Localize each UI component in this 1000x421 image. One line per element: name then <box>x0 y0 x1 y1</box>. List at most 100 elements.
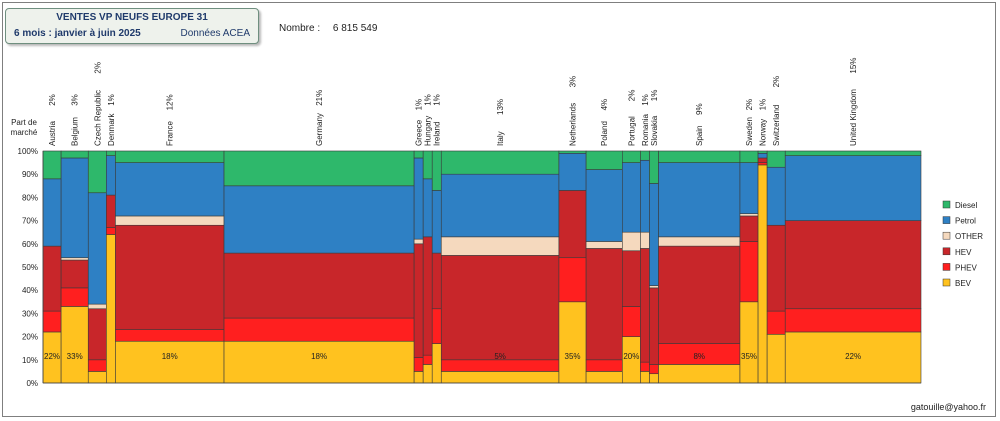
country-share-label: 3% <box>71 94 80 106</box>
segment-other <box>658 236 741 247</box>
segment-diesel <box>784 150 922 156</box>
bev-data-label: 35% <box>565 352 581 361</box>
segment-diesel <box>413 150 424 159</box>
segment-diesel <box>766 150 786 168</box>
country-share-label: 3% <box>569 76 578 88</box>
segment-petrol <box>106 155 116 196</box>
segment-hev <box>106 194 116 228</box>
country-label: Germany <box>315 113 324 146</box>
segment-hev <box>60 259 89 289</box>
y-tick-label: 30% <box>22 309 38 318</box>
segment-bev <box>413 371 424 384</box>
segment-hev <box>440 255 560 361</box>
segment-petrol <box>757 153 768 159</box>
segment-bev <box>115 340 225 384</box>
segment-petrol <box>60 157 89 259</box>
segment-bev <box>784 331 922 384</box>
segment-diesel <box>223 150 415 187</box>
segment-bev <box>431 343 442 384</box>
segment-petrol <box>440 173 560 238</box>
y-tick-label: 60% <box>22 240 38 249</box>
segment-diesel <box>558 150 587 154</box>
country-share-label: 1% <box>759 99 768 111</box>
country-share-label: 2% <box>48 94 57 106</box>
segment-diesel <box>649 150 659 184</box>
country-label: France <box>166 121 175 146</box>
segment-other <box>640 231 650 249</box>
legend-swatch <box>942 216 951 224</box>
segment-bev <box>739 301 759 384</box>
y-axis-label: Part de marché <box>11 118 38 137</box>
segment-diesel <box>431 150 442 191</box>
segment-bev <box>223 340 415 384</box>
country-label: Ireland <box>433 122 442 146</box>
segment-petrol <box>640 159 650 233</box>
segment-hev <box>431 252 442 310</box>
country-share-label: 1% <box>107 94 116 106</box>
segment-phev <box>413 357 424 372</box>
segment-phev <box>440 359 560 372</box>
segment-bev <box>106 234 116 384</box>
segment-phev <box>649 364 659 375</box>
bev-data-label: 33% <box>67 352 83 361</box>
segment-diesel <box>757 150 768 154</box>
segment-diesel <box>640 150 650 161</box>
legend-label: HEV <box>955 248 972 257</box>
country-label: Greece <box>415 119 424 146</box>
country-label: Italy <box>496 131 505 146</box>
y-tick-label: 0% <box>26 379 38 388</box>
country-share-label: 15% <box>849 58 858 74</box>
country-share-label: 1% <box>433 94 442 106</box>
country-share-label: 2% <box>627 90 636 102</box>
country-share-label: 2% <box>93 62 102 74</box>
segment-hev <box>658 245 741 344</box>
country-label: Spain <box>695 126 704 146</box>
country-label: Czech Republic <box>93 90 102 146</box>
segment-diesel <box>87 150 107 194</box>
segment-phev <box>640 361 650 372</box>
segment-petrol <box>658 162 741 238</box>
country-share-label: 9% <box>695 103 704 115</box>
country-share-label: 4% <box>600 99 609 111</box>
segment-phev <box>223 317 415 342</box>
segment-petrol <box>558 153 587 191</box>
segment-diesel <box>585 150 623 170</box>
segment-petrol <box>413 157 424 240</box>
segment-petrol <box>621 162 641 233</box>
segment-bev <box>766 333 786 384</box>
y-tick-label: 40% <box>22 286 38 295</box>
segment-diesel <box>106 150 116 156</box>
count-label: Nombre : <box>279 23 321 34</box>
segment-petrol <box>649 183 659 286</box>
segment-bev <box>558 301 587 384</box>
segment-other <box>649 285 659 289</box>
country-share-label: 21% <box>315 90 324 106</box>
segment-hev <box>757 157 768 163</box>
country-share-label: 2% <box>772 76 781 88</box>
segment-diesel <box>440 150 560 175</box>
segment-hev <box>784 220 922 310</box>
country-label: Switzerland <box>772 105 781 146</box>
bev-data-label: 20% <box>623 352 639 361</box>
country-label: Belgium <box>71 117 80 146</box>
segment-diesel <box>42 150 62 180</box>
legend-label: BEV <box>955 279 972 288</box>
segment-petrol <box>784 155 922 221</box>
segment-phev <box>60 287 89 307</box>
bev-data-label: 18% <box>311 352 327 361</box>
segment-phev <box>42 310 62 333</box>
bev-data-label: 22% <box>44 352 60 361</box>
segment-phev <box>784 308 922 333</box>
chart-title: VENTES VP NEUFS EUROPE 31 <box>56 12 208 23</box>
segment-hev <box>766 224 786 312</box>
country-label: Sweden <box>745 117 754 146</box>
segment-hev <box>413 243 424 358</box>
segment-phev <box>431 308 442 344</box>
segment-hev <box>42 245 62 312</box>
country-share-label: 1% <box>415 99 424 111</box>
country-label: Netherlands <box>569 103 578 146</box>
y-tick-label: 20% <box>22 333 38 342</box>
chart-source: Données ACEA <box>180 28 251 39</box>
y-tick-label: 100% <box>18 147 38 156</box>
